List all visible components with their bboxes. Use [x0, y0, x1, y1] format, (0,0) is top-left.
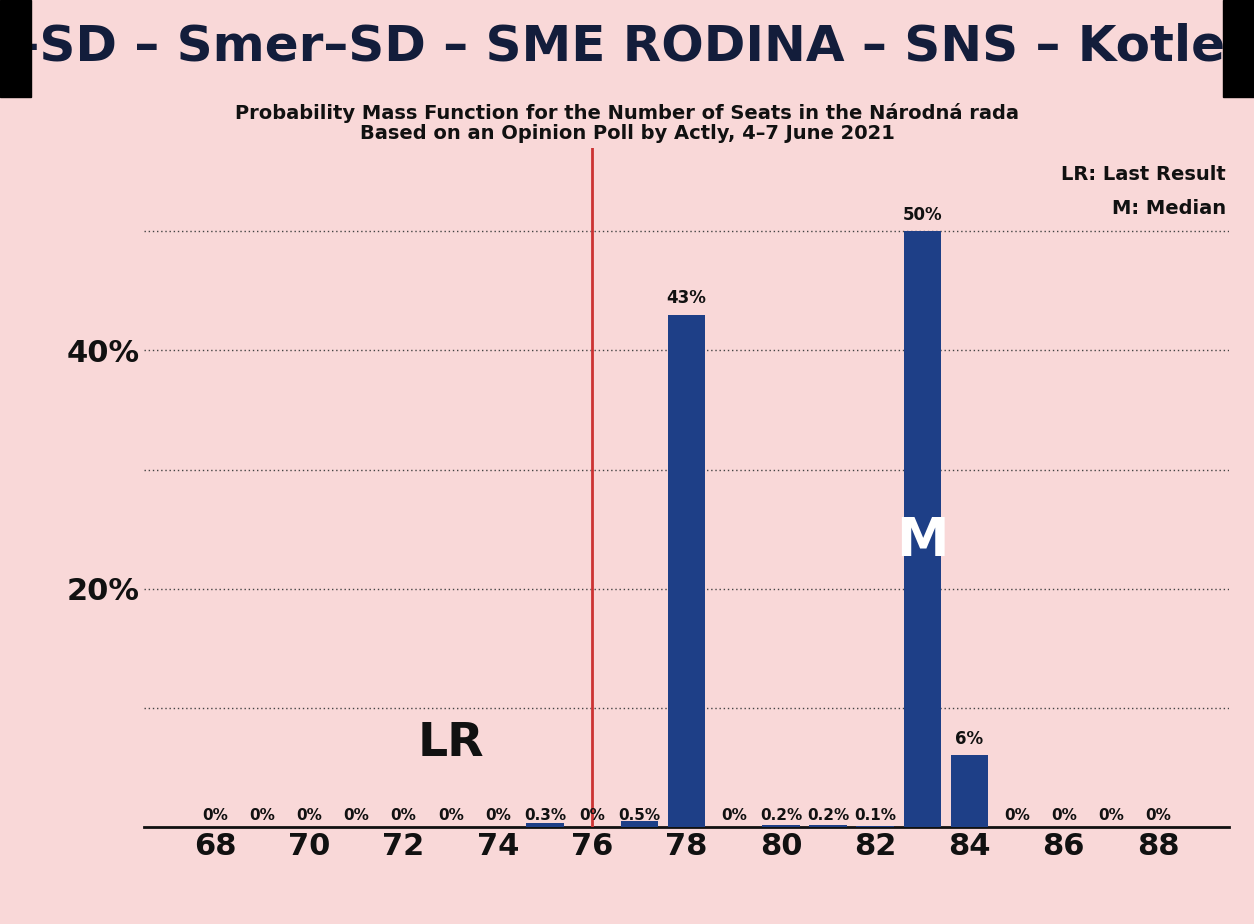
Text: 0.5%: 0.5% [618, 808, 661, 822]
Text: M: M [897, 515, 948, 567]
Bar [856, 826, 894, 827]
Bar [951, 756, 988, 827]
Bar [809, 824, 846, 827]
Text: LR: Last Result: LR: Last Result [1061, 164, 1225, 184]
Text: M: Median: M: Median [1111, 199, 1225, 218]
Text: HLAS–SD – Smer–SD – SME RODINA – SNS – Kotleba–ĽS: HLAS–SD – Smer–SD – SME RODINA – SNS – K… [0, 22, 1254, 70]
Text: 43%: 43% [667, 289, 706, 308]
Bar [903, 231, 942, 827]
Text: 0%: 0% [344, 808, 370, 822]
Text: 0%: 0% [1051, 808, 1077, 822]
Text: © 2021 Flaenen: © 2021 Flaenen [1228, 3, 1238, 82]
Text: 0%: 0% [391, 808, 416, 822]
Text: Probability Mass Function for the Number of Seats in the Národná rada: Probability Mass Function for the Number… [234, 103, 1020, 123]
Text: 0%: 0% [202, 808, 228, 822]
Text: LR: LR [418, 721, 484, 766]
Text: 50%: 50% [903, 206, 942, 225]
Text: 0%: 0% [721, 808, 746, 822]
Text: 0%: 0% [1099, 808, 1124, 822]
Text: 0.1%: 0.1% [854, 808, 897, 822]
Text: 0%: 0% [438, 808, 464, 822]
Text: Based on an Opinion Poll by Actly, 4–7 June 2021: Based on an Opinion Poll by Actly, 4–7 J… [360, 124, 894, 142]
Text: 6%: 6% [956, 730, 983, 748]
Text: 0%: 0% [1003, 808, 1030, 822]
Bar [621, 821, 658, 827]
Text: 0%: 0% [1145, 808, 1171, 822]
Text: 0%: 0% [250, 808, 275, 822]
Text: 0.3%: 0.3% [524, 808, 566, 822]
Text: 0%: 0% [296, 808, 322, 822]
Bar [762, 824, 800, 827]
Text: 0.2%: 0.2% [806, 808, 849, 822]
Bar [0, 0, 31, 97]
Text: 0%: 0% [579, 808, 606, 822]
Text: 0.2%: 0.2% [760, 808, 803, 822]
Bar [1223, 0, 1254, 97]
Bar [527, 823, 564, 827]
Text: 0%: 0% [485, 808, 510, 822]
Bar [667, 315, 706, 827]
